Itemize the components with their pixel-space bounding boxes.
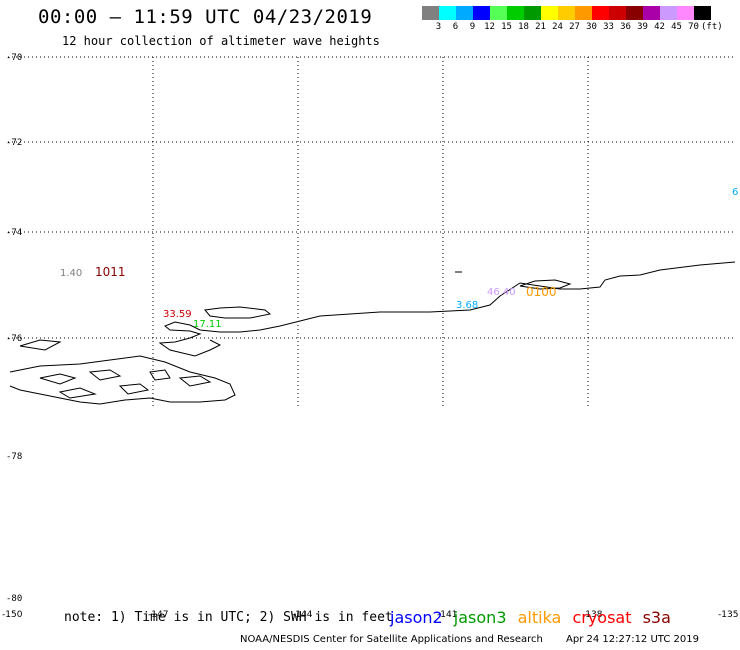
color-scale-swatch [490, 6, 507, 20]
satellite-jason2: jason2 [390, 608, 443, 627]
coastline-island [149, 369, 171, 381]
coastline-island [19, 339, 62, 351]
color-scale-swatch [677, 6, 694, 20]
page-subtitle: 12 hour collection of altimeter wave hei… [62, 34, 380, 48]
satellite-s3a: s3a [642, 608, 671, 627]
credit-line: NOAA/NESDIS Center for Satellite Applica… [240, 634, 543, 645]
coastline-island [118, 383, 150, 395]
coastline-island [58, 387, 97, 399]
satellite-jason3: jason3 [453, 608, 507, 627]
color-scale-label: 36 [620, 22, 631, 32]
color-scale-swatch [660, 6, 677, 20]
footer-note: note: 1) Time is in UTC; 2) SWH is in fe… [64, 610, 393, 625]
color-scale-label: 70 [688, 22, 699, 32]
observation-value: 1011 [95, 265, 126, 279]
color-scale-swatch [558, 6, 575, 20]
color-scale-swatch [456, 6, 473, 20]
lat-label: -72 [6, 138, 22, 148]
observation-value: 0100 [526, 285, 557, 299]
observation-value: 1.40 [60, 268, 82, 279]
map-gridlines [8, 56, 735, 406]
color-scale-label: 27 [569, 22, 580, 32]
observation-value: 17.11 [193, 319, 222, 330]
color-scale-swatch [439, 6, 456, 20]
color-scale-swatch [507, 6, 524, 20]
lat-label: -80 [6, 594, 22, 604]
color-scale-label: 9 [469, 22, 476, 32]
color-scale-swatch [541, 6, 558, 20]
color-scale-swatch [643, 6, 660, 20]
lat-label: -78 [6, 452, 22, 462]
coastline-island [519, 279, 572, 290]
observation-value: 3.68 [456, 300, 478, 311]
coastline-ice-shelf [9, 355, 236, 405]
observation-value: 6 [732, 187, 738, 198]
color-scale-label: 12 [484, 22, 495, 32]
lat-label: -70 [6, 53, 22, 63]
color-scale-unit: (ft) [701, 22, 723, 32]
observation-value: 33.59 [163, 309, 192, 320]
color-scale-label: 3 [435, 22, 442, 32]
color-scale-label: 39 [637, 22, 648, 32]
coastline-island [204, 306, 272, 319]
observation-value: 46.40 [487, 287, 516, 298]
satellite-altika: altika [517, 608, 562, 627]
color-scale-label: 15 [501, 22, 512, 32]
color-scale-label: 45 [671, 22, 682, 32]
lon-label: -147 [148, 610, 168, 620]
satellite-cryosat: cryosat [572, 608, 632, 627]
color-scale-label: 33 [603, 22, 614, 32]
color-scale-label: 30 [586, 22, 597, 32]
satellite-legend: jason2 jason3 altika cryosat s3a [390, 608, 677, 627]
color-scale-swatch [575, 6, 592, 20]
color-scale-label: 42 [654, 22, 665, 32]
color-scale-swatch [592, 6, 609, 20]
lon-label: -135 [718, 610, 738, 620]
page-title: 00:00 – 11:59 UTC 04/23/2019 [38, 6, 373, 28]
color-scale-swatch [626, 6, 643, 20]
coastline-island [178, 375, 212, 387]
coastline-island [39, 373, 77, 385]
generated-timestamp: Apr 24 12:27:12 UTC 2019 [566, 634, 699, 645]
color-scale-label: 18 [518, 22, 529, 32]
lon-label: -150 [2, 610, 23, 620]
color-scale-label: 6 [452, 22, 459, 32]
color-scale-label: 21 [535, 22, 546, 32]
color-scale-label: 24 [552, 22, 563, 32]
lon-label: -138 [582, 610, 603, 620]
lon-label: -144 [292, 610, 313, 620]
coastline-island [88, 369, 122, 381]
coastline [9, 261, 736, 405]
lat-label: -74 [6, 228, 22, 238]
color-scale-swatch [422, 6, 439, 20]
color-scale-swatch [473, 6, 490, 20]
lon-label: -141 [437, 610, 457, 620]
lat-label: -76 [6, 334, 22, 344]
coastline-main [158, 261, 736, 357]
color-scale-swatch [609, 6, 626, 20]
color-scale-swatch [524, 6, 541, 20]
color-scale-swatch [694, 6, 711, 20]
